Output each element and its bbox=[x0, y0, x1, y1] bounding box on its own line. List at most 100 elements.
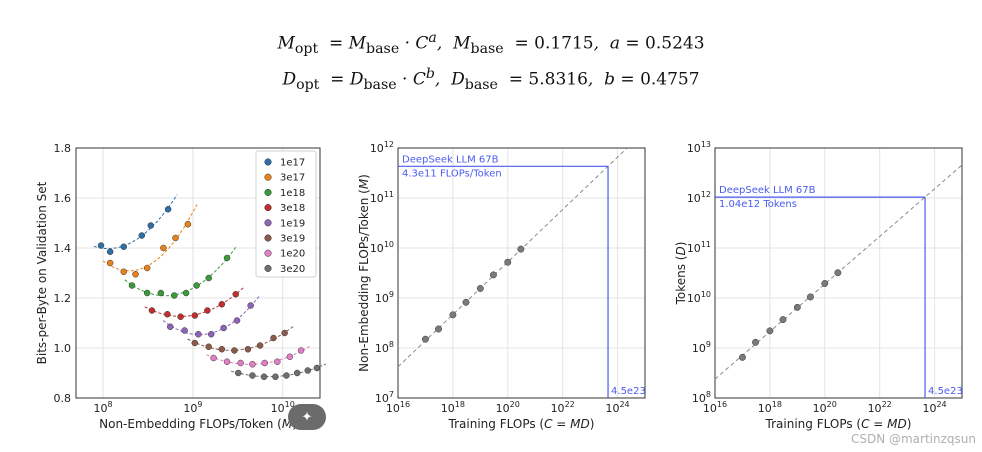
data-point-3e17 bbox=[106, 259, 114, 267]
data-point-3e19 bbox=[256, 342, 264, 349]
data-point-1e19 bbox=[247, 302, 254, 309]
watermark: CSDN @martinzqsun bbox=[850, 432, 976, 446]
data-point-3e18 bbox=[218, 301, 226, 308]
plot-frame bbox=[397, 147, 646, 399]
y-tick-label: 1.8 bbox=[54, 142, 72, 155]
y-tick-label: 0.8 bbox=[54, 392, 72, 405]
magic-wand-icon: ✦ bbox=[301, 409, 313, 425]
y-tick-label: 1010 bbox=[687, 290, 711, 305]
data-point-3e20 bbox=[260, 373, 268, 380]
data-point bbox=[421, 335, 429, 343]
data-point bbox=[489, 271, 497, 279]
data-point bbox=[834, 269, 842, 277]
x-tick-label: 1016 bbox=[386, 400, 410, 415]
data-point-3e18 bbox=[232, 291, 239, 298]
legend-label-3e19: 3e19 bbox=[280, 234, 305, 245]
legend-label-1e19: 1e19 bbox=[280, 218, 305, 229]
x-tick-label: 1020 bbox=[496, 400, 520, 415]
data-point-1e20 bbox=[249, 361, 256, 368]
x-tick-label: 1022 bbox=[868, 400, 892, 415]
y-tick-label: 1.4 bbox=[54, 242, 72, 255]
data-point-1e20 bbox=[286, 353, 294, 360]
data-point-1e18 bbox=[182, 289, 190, 297]
data-point-1e19 bbox=[233, 317, 241, 324]
x-tick-label: 1018 bbox=[441, 400, 465, 415]
legend: 1e17 3e17 1e18 3e18 1e19 3e19 1e20 3e20 bbox=[255, 150, 317, 278]
data-point bbox=[517, 245, 525, 253]
x-tick-label: 108 bbox=[93, 400, 112, 415]
data-point-1e19 bbox=[220, 324, 227, 332]
y-tick-label: 1011 bbox=[687, 240, 711, 255]
y-tick-label: 109 bbox=[375, 290, 394, 305]
data-point-3e20 bbox=[293, 369, 301, 377]
image-tool-button[interactable]: ✦ bbox=[288, 404, 326, 430]
y-tick-label: 109 bbox=[692, 340, 711, 355]
y-tick-label: 108 bbox=[375, 340, 394, 355]
y-tick-label: 1012 bbox=[687, 190, 711, 205]
x-tick-label: 1020 bbox=[813, 400, 837, 415]
y-axis-label: Bits-per-Byte on Validation Set bbox=[35, 181, 49, 364]
data-point-3e19 bbox=[191, 339, 199, 347]
y-axis-label: Non-Embedding FLOPs/Token (M) bbox=[357, 174, 371, 372]
fit-curve-1e17 bbox=[93, 194, 178, 250]
data-point-3e19 bbox=[218, 346, 226, 353]
y-tick-label: 1.6 bbox=[54, 192, 72, 205]
fit-curve-1e18 bbox=[124, 246, 237, 297]
legend-label-1e20: 1e20 bbox=[280, 249, 305, 260]
data-point-1e18 bbox=[205, 274, 212, 282]
data-point-3e20 bbox=[313, 364, 321, 372]
data-point-1e20 bbox=[223, 358, 231, 365]
data-point-3e17 bbox=[143, 264, 151, 272]
x-axis-label: Training FLOPs (C = MD) bbox=[448, 417, 595, 431]
legend-label-3e20: 3e20 bbox=[280, 264, 305, 275]
data-point-3e17 bbox=[184, 221, 192, 228]
data-point bbox=[821, 280, 829, 287]
legend-marker-3e17 bbox=[264, 173, 272, 181]
y-tick-label: 1.2 bbox=[54, 292, 72, 305]
y-tick-label: 1010 bbox=[370, 240, 394, 255]
data-point-1e17 bbox=[106, 248, 114, 255]
chart-panel-1: 108 109 1010 0.8 1.0 1.2 1.4 1.6 1.8 Non-Embeddin… bbox=[35, 142, 327, 431]
data-point-3e20 bbox=[235, 369, 242, 377]
formula-m-opt: Mopt = Mbase · Ca, Mbase = 0.1715, a = 0… bbox=[277, 30, 705, 58]
data-point-1e20 bbox=[237, 359, 244, 367]
data-point-1e20 bbox=[297, 347, 305, 354]
legend-label-3e18: 3e18 bbox=[280, 203, 305, 214]
legend-marker-1e17 bbox=[264, 158, 272, 166]
fit-curve-3e17 bbox=[102, 204, 198, 272]
x-tick-label: 109 bbox=[183, 400, 202, 415]
y-tick-label: 1012 bbox=[370, 140, 394, 155]
y-axis-label: Tokens (D) bbox=[674, 242, 688, 306]
data-point bbox=[738, 353, 746, 361]
data-point-3e20 bbox=[304, 367, 312, 374]
data-point-3e20 bbox=[249, 372, 256, 379]
plot-frame bbox=[714, 147, 963, 399]
data-point bbox=[462, 298, 470, 306]
data-point-1e17 bbox=[147, 222, 155, 229]
data-point-3e18 bbox=[191, 312, 199, 319]
data-point-1e17 bbox=[164, 206, 172, 213]
annotation-x-label: 4.5e23 bbox=[928, 386, 963, 397]
x-tick-label: 1024 bbox=[605, 400, 629, 415]
plot-area bbox=[398, 148, 645, 398]
data-point bbox=[449, 311, 457, 319]
data-point-1e17 bbox=[120, 243, 127, 250]
data-point-1e18 bbox=[128, 282, 136, 289]
data-point-1e20 bbox=[274, 358, 281, 365]
data-point-3e18 bbox=[177, 313, 184, 320]
data-point-3e18 bbox=[164, 311, 171, 318]
data-point-1e18 bbox=[223, 254, 231, 262]
plot-frame bbox=[75, 147, 321, 399]
x-tick-label: 1018 bbox=[758, 400, 782, 415]
data-point-1e18 bbox=[193, 282, 200, 289]
data-point-3e19 bbox=[281, 329, 288, 337]
data-point-3e19 bbox=[231, 347, 238, 354]
data-point-3e19 bbox=[244, 346, 252, 353]
legend-marker-3e18 bbox=[264, 204, 272, 212]
legend-marker-3e19 bbox=[264, 234, 272, 242]
chart-panel-3: 1016 1018 1020 1022 1024 108 109 1010 1011 1012 10… bbox=[674, 140, 963, 431]
data-point-1e18 bbox=[143, 289, 151, 297]
data-point bbox=[752, 338, 759, 346]
data-point-3e18 bbox=[204, 307, 211, 314]
